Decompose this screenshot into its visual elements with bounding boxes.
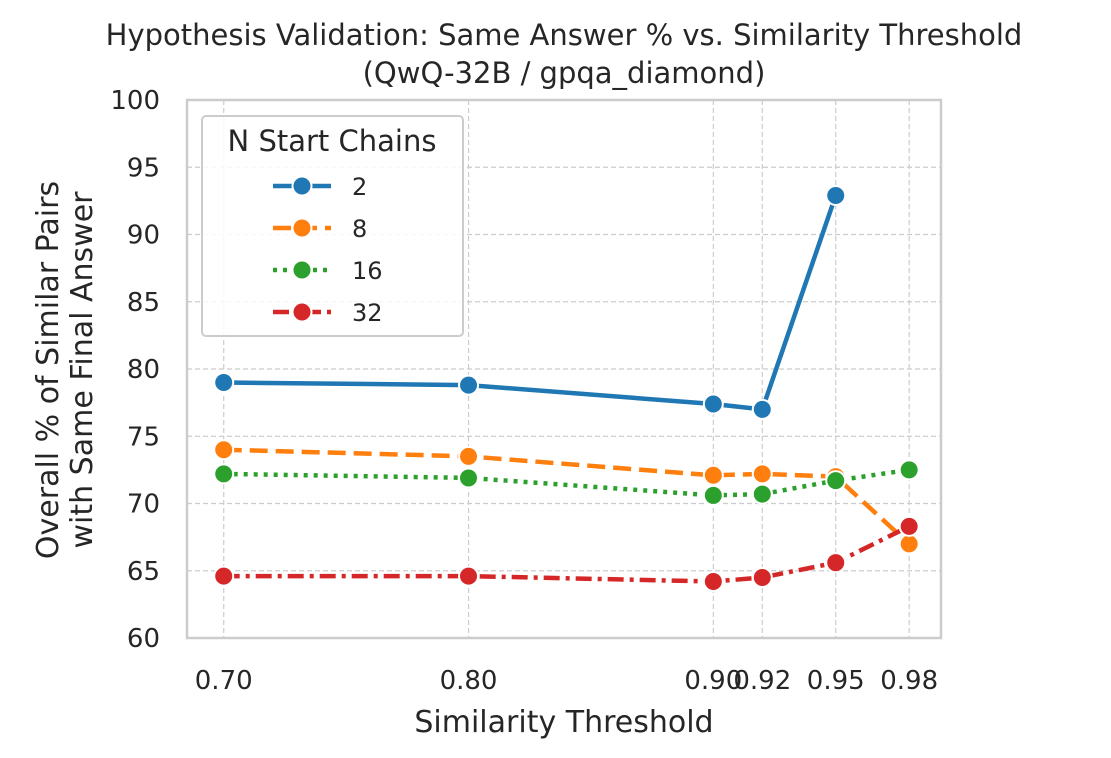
data-point	[898, 515, 920, 537]
data-point	[751, 483, 773, 505]
legend-item-32: 32	[273, 299, 383, 327]
legend-label: 2	[352, 173, 367, 201]
y-tick-label: 60	[127, 624, 160, 654]
data-point	[751, 566, 773, 588]
x-tick-label: 0.80	[440, 666, 498, 696]
legend-label: 16	[352, 257, 383, 285]
legend-label: 8	[352, 215, 367, 243]
y-tick-label: 75	[127, 422, 160, 452]
x-axis-label: Similarity Threshold	[414, 705, 713, 740]
legend-title: N Start Chains	[228, 124, 437, 158]
series-line	[223, 524, 911, 584]
legend-box	[201, 115, 464, 337]
y-tick-label: 100	[110, 86, 160, 116]
data-point	[213, 371, 235, 393]
x-tick-label: 0.92	[733, 666, 791, 696]
data-point	[702, 571, 724, 593]
data-point	[213, 463, 235, 485]
data-point	[702, 464, 724, 486]
data-point	[702, 484, 724, 506]
plot-frame	[185, 98, 943, 640]
data-point	[702, 393, 724, 415]
legend-marker	[291, 301, 313, 323]
data-point	[213, 565, 235, 587]
data-point	[825, 552, 847, 574]
data-point	[458, 565, 480, 587]
legend-marker	[291, 175, 313, 197]
series-8	[213, 439, 920, 555]
y-tick-label: 70	[127, 490, 160, 520]
legend-item-2: 2	[273, 173, 367, 201]
x-tick-label: 0.95	[807, 666, 865, 696]
data-point	[751, 463, 773, 485]
chart-title-line2: (QwQ-32B / gpqa_diamond)	[363, 56, 766, 90]
series-2	[213, 184, 847, 420]
legend-items: 2 8 16 32	[273, 173, 383, 327]
data-point	[458, 467, 480, 489]
y-axis-label-line1: Overall % of Similar Pairs	[31, 181, 66, 559]
legend-marker	[291, 217, 313, 239]
legend: N Start Chains 2 8 16 32	[201, 115, 464, 337]
x-tick-label: 0.70	[195, 666, 253, 696]
data-point	[898, 533, 920, 555]
x-tick-label: 0.90	[684, 666, 742, 696]
legend-marker	[291, 259, 313, 281]
y-tick-label: 95	[127, 153, 160, 183]
series-16	[213, 459, 920, 506]
y-axis-ticks: 60 65 70 75 80 85 90 95 100	[110, 86, 160, 654]
data-point	[751, 398, 773, 420]
y-tick-label: 80	[127, 355, 160, 385]
x-axis-ticks: 0.70 0.80 0.900.92 0.95 0.98	[195, 666, 938, 696]
legend-label: 32	[352, 299, 383, 327]
series-group	[213, 184, 920, 593]
y-axis-label: Overall % of Similar Pairs with Same Fin…	[31, 181, 100, 559]
y-tick-label: 65	[127, 557, 160, 587]
y-axis-label-line2: with Same Final Answer	[65, 191, 100, 549]
series-line	[223, 447, 911, 546]
data-point	[213, 439, 235, 461]
chart-title: Hypothesis Validation: Same Answer % vs.…	[106, 18, 1023, 90]
data-point	[898, 459, 920, 481]
data-point	[825, 470, 847, 492]
data-point	[458, 445, 480, 467]
y-tick-label: 90	[127, 221, 160, 251]
x-tick-label: 0.98	[880, 666, 938, 696]
y-tick-label: 85	[127, 288, 160, 318]
chart-title-line1: Hypothesis Validation: Same Answer % vs.…	[106, 18, 1023, 52]
legend-item-16: 16	[273, 257, 383, 285]
legend-item-8: 8	[273, 215, 367, 243]
series-32	[213, 515, 920, 593]
data-point	[458, 374, 480, 396]
data-point	[825, 184, 847, 206]
